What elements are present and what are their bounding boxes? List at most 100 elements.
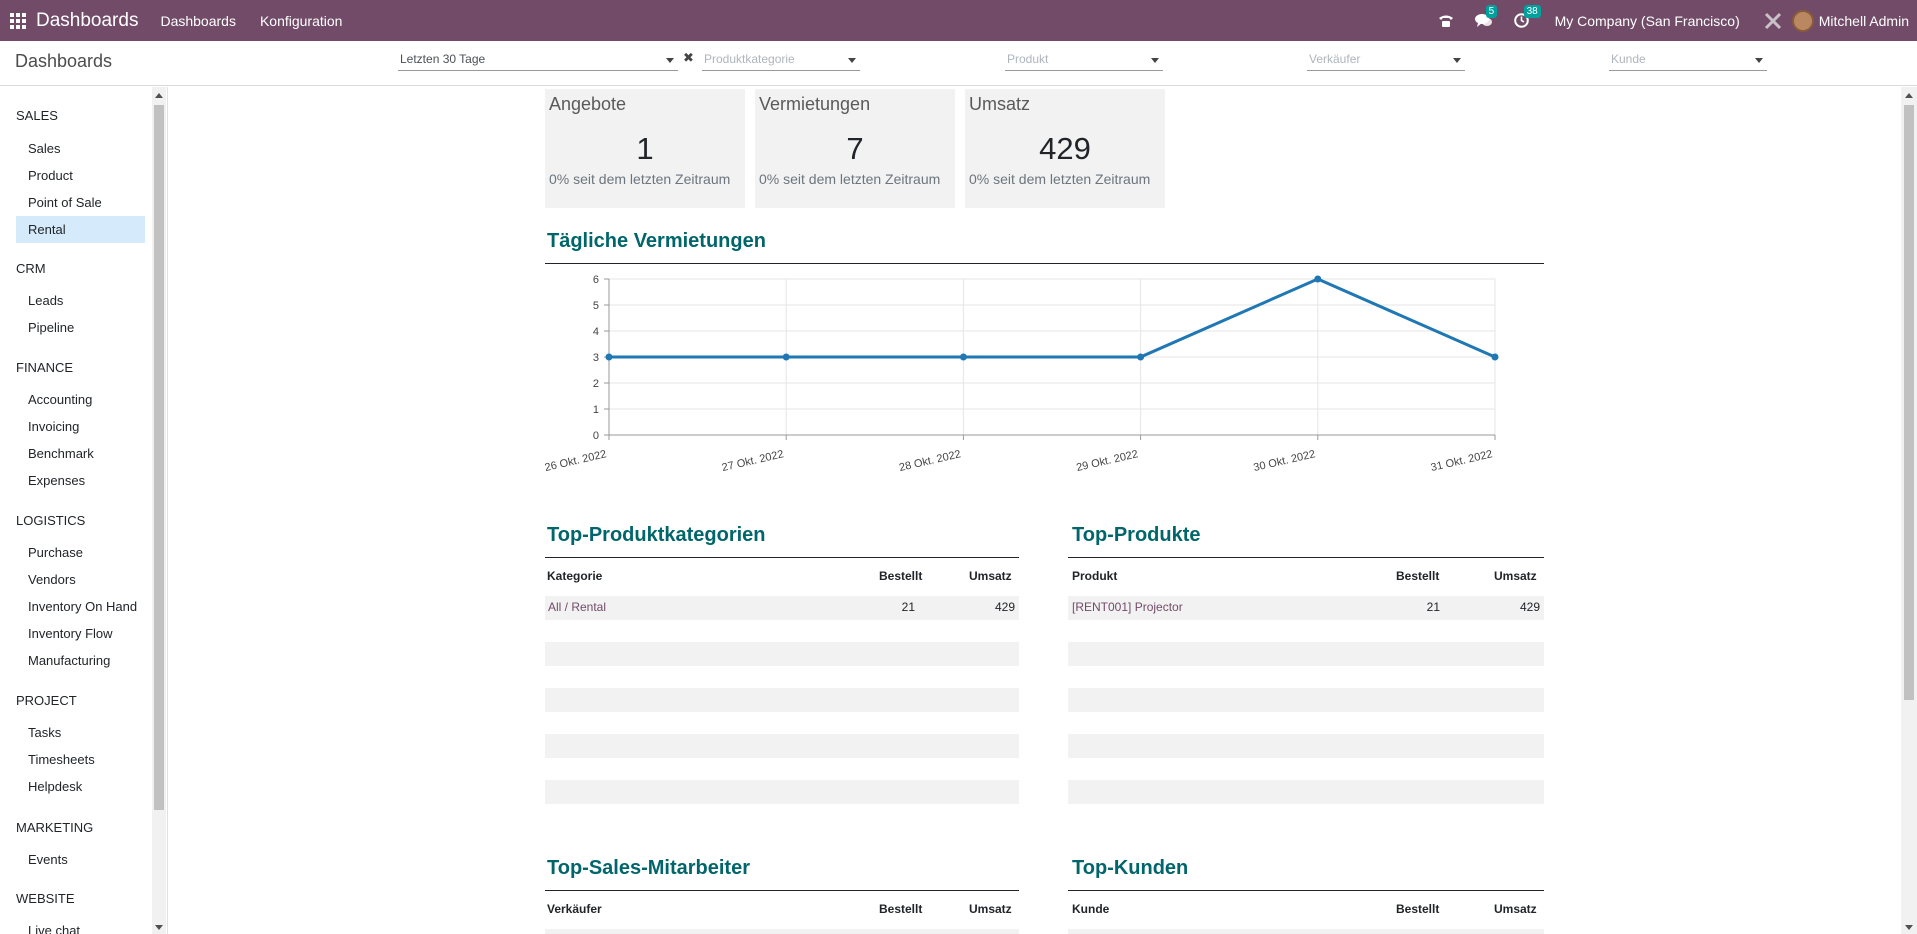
table-row-empty (1068, 780, 1544, 804)
salesperson-filter[interactable]: Verkäufer (1307, 50, 1465, 71)
column-header-category[interactable]: Kategorie (547, 569, 603, 583)
kpi-label: Angebote (549, 94, 627, 114)
scroll-down-arrow-icon[interactable] (155, 925, 163, 930)
sidebar-section-website: WEBSITE (16, 891, 75, 906)
sidebar-item-tasks[interactable]: Tasks (28, 725, 62, 740)
category-link[interactable]: All / Rental (548, 600, 607, 614)
x-tick-label: 31 Okt. 2022 (1430, 448, 1494, 474)
kpi-card-rentals[interactable]: Vermietungen 7 0% seit dem letzten Zeitr… (755, 89, 955, 208)
ordered-value: 21 (1426, 600, 1440, 614)
y-tick-label: 5 (593, 300, 599, 312)
debug-tools-icon[interactable] (1764, 12, 1782, 30)
company-switcher[interactable]: My Company (San Francisco) (1554, 12, 1740, 29)
sidebar-item-point-of-sale[interactable]: Point of Sale (28, 195, 102, 210)
column-header-ordered[interactable]: Bestellt (1396, 902, 1440, 916)
section-divider (545, 890, 1019, 891)
sidebar-item-manufacturing[interactable]: Manufacturing (28, 653, 111, 668)
table-row-empty (545, 929, 1019, 934)
top-customers-title: Top-Kunden (1072, 857, 1189, 879)
chevron-down-icon (1755, 58, 1763, 63)
salesperson-filter-placeholder: Verkäufer (1309, 52, 1361, 66)
table-row-empty (1068, 929, 1544, 934)
kpi-card-quotations[interactable]: Angebote 1 0% seit dem letzten Zeitraum (545, 89, 745, 208)
user-menu[interactable]: Mitchell Admin (1818, 12, 1909, 29)
sidebar-section-finance: FINANCE (16, 360, 74, 375)
menu-configuration[interactable]: Konfiguration (259, 12, 343, 29)
x-tick-label: 26 Okt. 2022 (545, 448, 608, 474)
activities-clock-icon[interactable]: 38 (1513, 4, 1541, 30)
menu-dashboards[interactable]: Dashboards (160, 12, 236, 29)
sidebar-item-rental[interactable]: Rental (16, 216, 145, 243)
sidebar-item-pipeline[interactable]: Pipeline (28, 320, 75, 335)
revenue-value: 429 (1519, 600, 1540, 614)
messages-icon[interactable]: 5 (1474, 4, 1498, 30)
top-products-title: Top-Produkte (1072, 524, 1201, 546)
clear-period-icon[interactable]: ✖ (683, 50, 694, 65)
ordered-value: 21 (901, 600, 915, 614)
sidebar-item-accounting[interactable]: Accounting (28, 392, 93, 407)
sidebar-item-live-chat[interactable]: Live chat (28, 923, 81, 934)
apps-menu-icon[interactable] (10, 12, 26, 29)
sidebar-item-leads[interactable]: Leads (28, 293, 64, 308)
column-header-ordered[interactable]: Bestellt (879, 902, 923, 916)
scroll-down-arrow-icon[interactable] (1905, 925, 1913, 930)
data-point (605, 353, 613, 361)
column-header-ordered[interactable]: Bestellt (1396, 569, 1440, 583)
product-link[interactable]: [RENT001] Projector (1072, 600, 1183, 614)
kpi-card-revenue[interactable]: Umsatz 429 0% seit dem letzten Zeitraum (965, 89, 1165, 208)
table-header: Verkäufer Bestellt Umsatz (545, 898, 1019, 922)
period-filter[interactable]: Letzten 30 Tage (398, 50, 678, 71)
table-row-empty (1068, 688, 1544, 712)
sidebar-item-invoicing[interactable]: Invoicing (28, 419, 80, 434)
avatar[interactable] (1791, 9, 1814, 32)
app-brand[interactable]: Dashboards (36, 9, 139, 31)
x-tick-label: 28 Okt. 2022 (898, 448, 962, 474)
product-filter-placeholder: Produkt (1007, 52, 1049, 66)
column-header-revenue[interactable]: Umsatz (1494, 902, 1537, 916)
top-salespeople-title: Top-Sales-Mitarbeiter (547, 857, 750, 879)
sidebar-item-vendors[interactable]: Vendors (28, 572, 76, 587)
main-scrollbar-thumb[interactable] (1904, 105, 1914, 700)
section-divider (545, 263, 1544, 264)
column-header-revenue[interactable]: Umsatz (969, 569, 1012, 583)
table-header: Produkt Bestellt Umsatz (1068, 565, 1544, 589)
column-header-salesperson[interactable]: Verkäufer (547, 902, 602, 916)
sidebar-item-timesheets[interactable]: Timesheets (28, 752, 95, 767)
revenue-value: 429 (994, 600, 1015, 614)
sidebar-item-purchase[interactable]: Purchase (28, 545, 83, 560)
column-header-revenue[interactable]: Umsatz (1494, 569, 1537, 583)
sidebar-scrollbar[interactable] (152, 87, 166, 934)
main-scrollbar[interactable] (1901, 87, 1917, 934)
sidebar-item-expenses[interactable]: Expenses (28, 473, 86, 488)
category-filter[interactable]: Produktkategorie (702, 50, 860, 71)
y-tick-label: 3 (593, 352, 599, 364)
phone-icon[interactable] (1437, 12, 1455, 30)
table-row-empty (545, 642, 1019, 666)
sidebar-item-events[interactable]: Events (28, 852, 68, 867)
sidebar-scrollbar-thumb[interactable] (154, 105, 164, 810)
top-categories-title: Top-Produktkategorien (547, 524, 766, 546)
product-filter[interactable]: Produkt (1005, 50, 1163, 71)
daily-rentals-line-chart: 0 1 2 3 4 5 6 26 Okt. 2022 27 Okt. 2022 28 Okt. 2… (545, 274, 1499, 474)
sidebar-item-benchmark[interactable]: Benchmark (28, 446, 94, 461)
column-header-customer[interactable]: Kunde (1072, 902, 1110, 916)
sidebar-item-inventory-flow[interactable]: Inventory Flow (28, 626, 113, 641)
table-row[interactable]: [RENT001] Projector 21 429 (1068, 596, 1544, 620)
x-tick-label: 29 Okt. 2022 (1075, 448, 1139, 474)
sidebar-item-inventory-on-hand[interactable]: Inventory On Hand (28, 599, 138, 614)
sidebar-item-sales[interactable]: Sales (28, 141, 61, 156)
sidebar: SALES Sales Product Point of Sale Rental… (0, 87, 168, 934)
table-header: Kategorie Bestellt Umsatz (545, 565, 1019, 589)
scroll-up-arrow-icon[interactable] (155, 93, 163, 98)
sidebar-item-product[interactable]: Product (28, 168, 73, 183)
kpi-value: 429 (1039, 131, 1091, 166)
table-row[interactable]: All / Rental 21 429 (545, 596, 1019, 620)
y-tick-label: 1 (593, 404, 599, 416)
sidebar-item-helpdesk[interactable]: Helpdesk (28, 779, 83, 794)
column-header-revenue[interactable]: Umsatz (969, 902, 1012, 916)
column-header-product[interactable]: Produkt (1072, 569, 1118, 583)
scroll-up-arrow-icon[interactable] (1905, 93, 1913, 98)
chevron-down-icon (1453, 58, 1461, 63)
column-header-ordered[interactable]: Bestellt (879, 569, 923, 583)
customer-filter[interactable]: Kunde (1609, 50, 1767, 71)
